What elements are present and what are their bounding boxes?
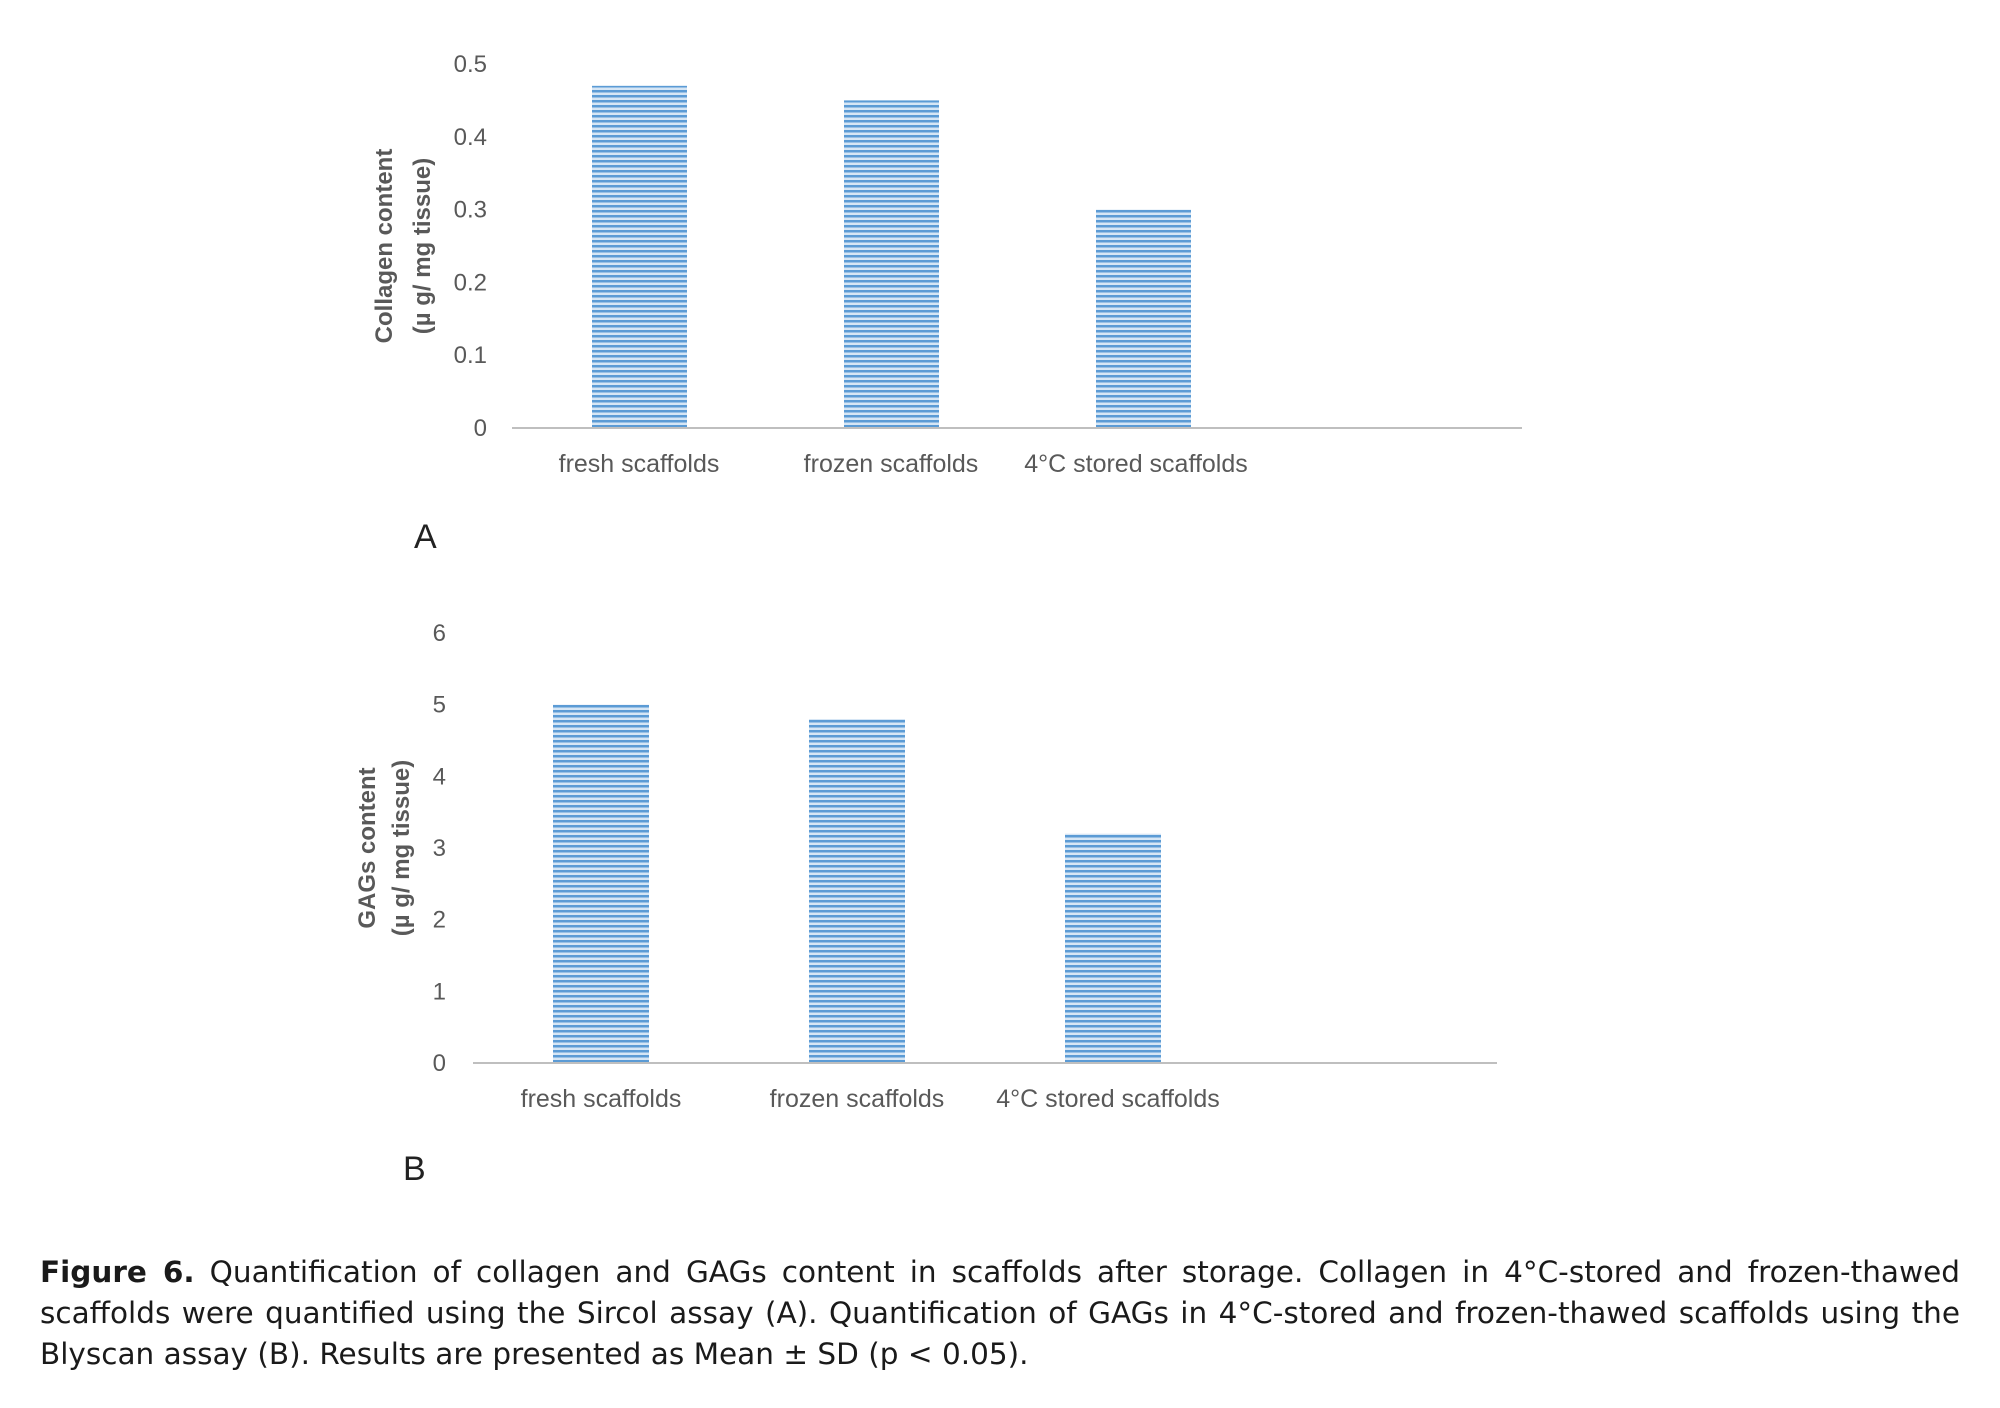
y-axis-title-b-0: GAGs content	[354, 767, 381, 928]
y-axis-title-a-1: (µ g/ mg tissue)	[409, 158, 436, 335]
category-label-b-1: frozen scaffolds	[770, 1085, 945, 1113]
chart-a: 0 0.1 0.2 0.3 0.4 0.5 fresh scaffolds frozen sc…	[371, 51, 1522, 478]
figure-canvas: 0 0.1 0.2 0.3 0.4 0.5 fresh scaffolds frozen sc…	[354, 51, 1522, 1188]
bar-b-2	[1065, 833, 1161, 1063]
y-tick-label-b-5: 5	[433, 692, 446, 719]
y-tick-label-a-5: 0.5	[454, 51, 487, 78]
caption-label: Figure 6.	[40, 1255, 195, 1289]
y-axis-title-a-0: Collagen content	[371, 149, 398, 344]
y-axis-title-b-1: (µ g/ mg tissue)	[388, 760, 415, 937]
figure-caption: Figure 6. Quantification of collagen and…	[40, 1252, 1960, 1375]
y-tick-label-b-1: 1	[433, 978, 446, 1005]
bar-b-1	[809, 719, 905, 1063]
category-label-a-1: frozen scaffolds	[804, 450, 979, 478]
category-label-b-2: 4°C stored scaffolds	[996, 1085, 1220, 1113]
caption-text: Quantification of collagen and GAGs cont…	[40, 1255, 1960, 1371]
panel-label-b: B	[403, 1150, 426, 1188]
category-label-a-0: fresh scaffolds	[559, 450, 720, 478]
bar-a-1	[844, 100, 939, 429]
y-tick-label-b-4: 4	[433, 763, 446, 790]
y-tick-label-b-0: 0	[433, 1050, 446, 1077]
bar-a-2	[1096, 209, 1191, 428]
y-tick-label-b-3: 3	[433, 835, 446, 862]
panel-label-a: A	[414, 518, 437, 556]
category-label-a-2: 4°C stored scaffolds	[1024, 450, 1248, 478]
y-tick-label-a-0: 0	[474, 415, 487, 442]
y-tick-label-a-4: 0.4	[454, 124, 487, 151]
y-tick-label-a-3: 0.3	[454, 197, 487, 224]
y-tick-label-b-6: 6	[433, 620, 446, 647]
bar-a-0	[592, 85, 687, 428]
y-tick-label-b-2: 2	[433, 907, 446, 934]
category-label-b-0: fresh scaffolds	[521, 1085, 682, 1113]
bar-b-0	[553, 704, 649, 1063]
chart-b: 0 1 2 3 4 5 6 fresh scaffolds frozen scaffolds 4°…	[354, 620, 1497, 1113]
y-tick-label-a-2: 0.2	[454, 269, 487, 296]
y-tick-label-a-1: 0.1	[454, 342, 487, 369]
